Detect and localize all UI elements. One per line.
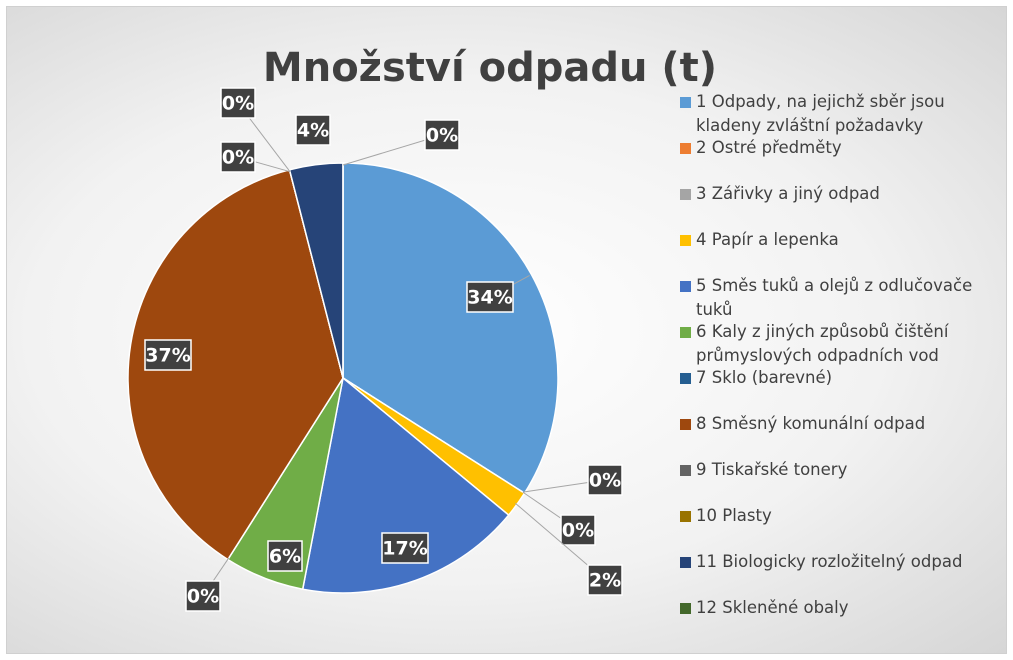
legend-label: 10 Plasty	[696, 506, 772, 525]
legend-item: 4 Papír a lepenka	[680, 228, 1000, 274]
label-box	[220, 87, 256, 119]
data-label: 4%	[297, 120, 329, 142]
label-box	[587, 564, 623, 596]
legend-swatch	[680, 235, 691, 246]
legend-item: 1 Odpady, na jejichž sběr jsou kladeny z…	[680, 90, 1000, 136]
data-label: 37%	[145, 345, 190, 367]
data-label: 0%	[426, 125, 458, 147]
data-label: 34%	[467, 287, 512, 309]
legend-label: 4 Papír a lepenka	[696, 230, 839, 249]
legend-item: 11 Biologicky rozložitelný odpad	[680, 550, 1000, 596]
label-box	[144, 339, 192, 371]
data-label: 17%	[382, 538, 427, 560]
legend-swatch	[680, 143, 691, 154]
pie-slice	[301, 376, 510, 594]
legend-swatch	[680, 97, 691, 108]
legend-label: 9 Tiskařské tonery	[696, 460, 848, 479]
legend-label: 3 Zářivky a jiný odpad	[696, 184, 880, 203]
legend-item: 7 Sklo (barevné)	[680, 366, 1000, 412]
data-label: 0%	[562, 520, 594, 542]
data-label: 0%	[222, 93, 254, 115]
label-box	[185, 580, 221, 612]
label-box	[220, 141, 256, 173]
legend-swatch	[680, 189, 691, 200]
legend-swatch	[680, 603, 691, 614]
data-label: 0%	[589, 470, 621, 492]
chart-title: Množství odpadu (t)	[263, 45, 717, 91]
label-box	[267, 540, 303, 572]
legend-label: 5 Směs tuků a olejů z odlučovače tuků	[696, 276, 973, 319]
legend-swatch	[680, 465, 691, 476]
legend-label: 8 Směsný komunální odpad	[696, 414, 926, 433]
legend-item: 8 Směsný komunální odpad	[680, 412, 1000, 458]
legend-swatch	[680, 327, 691, 338]
legend-item: 9 Tiskařské tonery	[680, 458, 1000, 504]
label-box	[295, 114, 331, 146]
legend-swatch	[680, 419, 691, 430]
legend-item: 6 Kaly z jiných způsobů čištění průmyslo…	[680, 320, 1000, 366]
legend-item: 10 Plasty	[680, 504, 1000, 550]
legend-label: 6 Kaly z jiných způsobů čištění průmyslo…	[696, 322, 949, 365]
legend-item: 3 Zářivky a jiný odpad	[680, 182, 1000, 228]
legend-label: 2 Ostré předměty	[696, 138, 842, 157]
legend: 1 Odpady, na jejichž sběr jsou kladeny z…	[680, 90, 1000, 642]
pie-slice	[127, 168, 344, 561]
label-box	[466, 281, 514, 313]
legend-label: 7 Sklo (barevné)	[696, 368, 833, 387]
data-label: 2%	[589, 570, 621, 592]
data-label: 0%	[222, 147, 254, 169]
legend-label: 12 Skleněné obaly	[696, 598, 849, 617]
legend-label: 11 Biologicky rozložitelný odpad	[696, 552, 963, 571]
legend-swatch	[680, 557, 691, 568]
label-box	[587, 464, 623, 496]
data-label: 6%	[269, 546, 301, 568]
label-box	[560, 514, 596, 546]
legend-item: 2 Ostré předměty	[680, 136, 1000, 182]
legend-swatch	[680, 281, 691, 292]
label-box	[381, 532, 429, 564]
legend-item: 5 Směs tuků a olejů z odlučovače tuků	[680, 274, 1000, 320]
legend-item: 12 Skleněné obaly	[680, 596, 1000, 642]
data-label: 0%	[187, 586, 219, 608]
legend-swatch	[680, 373, 691, 384]
legend-swatch	[680, 511, 691, 522]
label-box	[424, 119, 460, 151]
pie-slice	[342, 162, 559, 495]
legend-label: 1 Odpady, na jejichž sběr jsou kladeny z…	[696, 92, 945, 135]
